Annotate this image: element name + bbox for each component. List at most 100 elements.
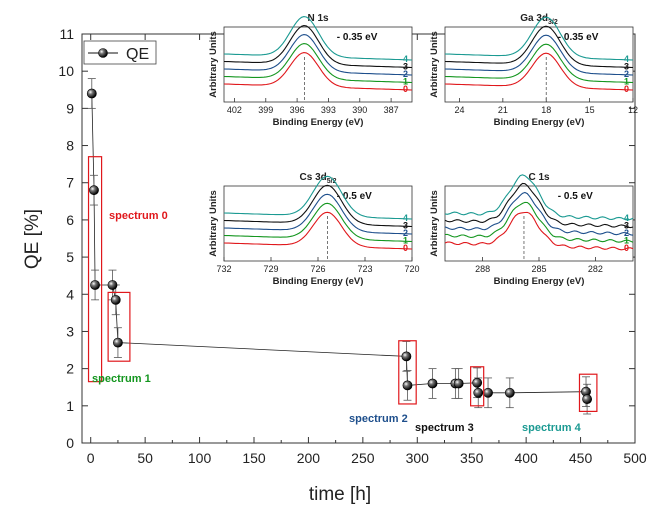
inset-x-tick-label: 390 (352, 105, 367, 115)
y-tick-label: 9 (66, 100, 74, 116)
inset-title: C 1s (528, 172, 550, 183)
inset-curve-2 (223, 34, 413, 76)
inset-title-main: Cs 3d (300, 172, 327, 183)
spectrum-3-label: spectrum 3 (415, 422, 474, 434)
inset-curve-label: 0 (624, 84, 629, 94)
inset-x-tick-label: 729 (263, 264, 278, 274)
y-tick-label: 11 (59, 26, 74, 42)
inset-x-tick-label: 18 (541, 105, 551, 115)
inset-curve-2 (223, 193, 413, 235)
inset-x-tick-label: 720 (404, 264, 419, 274)
qe-point (427, 378, 438, 389)
spectrum-0-label: spectrum 0 (109, 210, 168, 222)
legend-label: QE (126, 46, 149, 63)
inset-frame (223, 26, 413, 103)
qe-point (90, 280, 100, 290)
x-tick-label: 300 (406, 450, 430, 466)
inset-x-axis-title: Binding Energy (eV) (494, 117, 585, 128)
spectrum-4-label: spectrum 4 (522, 422, 582, 434)
inset-title: Ga 3d3/2 (520, 13, 558, 26)
inset-x-tick-label: 399 (258, 105, 273, 115)
inset-curve-3 (444, 25, 634, 69)
spectrum-1-label: spectrum 1 (92, 373, 151, 385)
spectrum-box (398, 340, 417, 405)
inset-curve-label: 3 (624, 62, 629, 72)
inset-x-tick-label: 288 (475, 264, 490, 274)
inset-curve-1 (223, 43, 413, 84)
inset-curve-label: 2 (403, 228, 408, 238)
qe-point (401, 351, 412, 362)
y-tick-label: 6 (66, 212, 74, 228)
inset-x-tick-label: 393 (321, 105, 336, 115)
qe-point (483, 387, 493, 398)
inset-curve-0 (444, 52, 634, 91)
inset-curve-label: 0 (403, 243, 408, 253)
inset-curve-0 (223, 52, 413, 91)
qe-point (110, 294, 121, 305)
inset-curve-label: 4 (624, 213, 629, 223)
legend-marker (98, 48, 108, 58)
inset-x-tick-label: 723 (357, 264, 372, 274)
inset-curve-0 (223, 211, 413, 250)
inset-y-axis-title: Arbitrary Units (208, 31, 219, 98)
y-tick-label: 3 (66, 323, 74, 339)
inset-curve-label: 1 (403, 77, 408, 87)
x-tick-label: 200 (297, 450, 321, 466)
qe-point (107, 280, 118, 290)
inset-curve-label: 3 (403, 62, 408, 72)
inset-x-tick-label: 21 (498, 105, 508, 115)
inset-y-axis-title: Arbitrary Units (429, 190, 440, 257)
inset-curve-0 (444, 211, 634, 251)
inset-x-tick-label: 732 (216, 264, 231, 274)
spectrum-box (107, 291, 131, 362)
inset-frame (444, 26, 634, 103)
inset-curve-4 (444, 174, 634, 221)
inset-curve-label: 4 (624, 54, 629, 64)
y-axis-title: QE [%] (22, 209, 43, 269)
inset-curve-label: 2 (403, 69, 408, 79)
inset-x-axis-title: Binding Energy (eV) (494, 276, 585, 287)
inset-x-tick-label: 387 (384, 105, 399, 115)
y-tick-label: 0 (66, 435, 74, 451)
inset-y-axis-title: Arbitrary Units (208, 190, 219, 257)
inset-title-main: Ga 3d (520, 13, 548, 24)
y-tick-label: 4 (66, 286, 74, 302)
inset-curve-4 (223, 175, 413, 220)
inset-title-sub: 5/2 (327, 178, 337, 185)
inset-curve-4 (444, 16, 634, 61)
x-axis-title: time [h] (309, 484, 371, 505)
qe-point (504, 387, 515, 398)
inset-x-tick-label: 285 (531, 264, 546, 274)
inset-curve-label: 4 (403, 54, 408, 64)
x-tick-label: 500 (623, 450, 647, 466)
inset-x-tick-label: 24 (454, 105, 464, 115)
y-tick-label: 1 (66, 398, 74, 414)
inset-frame (223, 185, 413, 262)
inset-curve-1 (444, 43, 634, 84)
inset-curve-label: 3 (403, 221, 408, 231)
inset-title: Cs 3d5/2 (300, 172, 337, 185)
x-tick-label: 450 (569, 450, 593, 466)
inset-curve-label: 2 (624, 228, 629, 238)
qe-point (472, 377, 483, 388)
inset-curve-3 (223, 25, 413, 69)
y-tick-label: 8 (66, 138, 74, 154)
inset-curve-label: 1 (624, 77, 629, 87)
inset-curve-label: 0 (403, 84, 408, 94)
inset-x-tick-label: 15 (585, 105, 595, 115)
spectrum-2-label: spectrum 2 (349, 413, 408, 425)
spectrum-box (87, 156, 103, 383)
x-tick-label: 50 (137, 450, 153, 466)
x-tick-label: 250 (351, 450, 375, 466)
inset-x-tick-label: 726 (310, 264, 325, 274)
inset-curve-3 (444, 182, 634, 229)
qe-point (89, 185, 99, 196)
inset-shift-label: - 0.35 eV (558, 32, 599, 43)
inset-curve-label: 1 (624, 236, 629, 246)
qe-point (453, 378, 464, 389)
inset-x-axis-title: Binding Energy (eV) (273, 276, 364, 287)
